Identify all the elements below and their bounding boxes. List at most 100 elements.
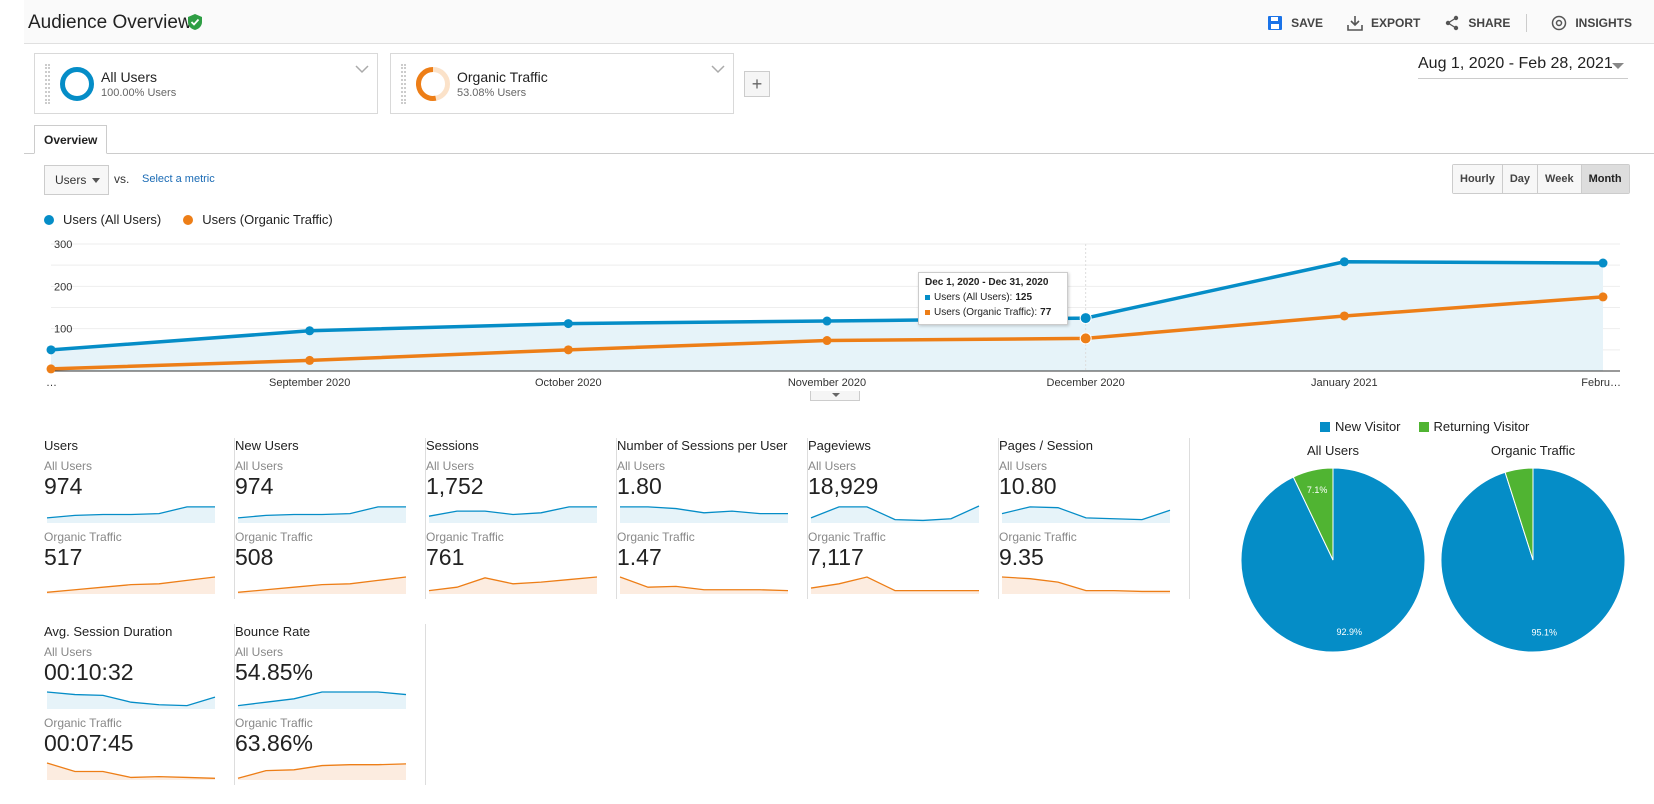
segment-all-users[interactable]: All Users 100.00% Users — [34, 53, 378, 114]
legend-label: Users (All Users) — [63, 212, 162, 227]
metric-card[interactable]: Pages / Session All Users 10.80 Organic Tra… — [999, 438, 1190, 599]
metric-segment-label: All Users — [999, 459, 1048, 473]
metric-value: 00:07:45 — [44, 730, 134, 756]
users-line-chart[interactable]: 100 200 300 … September 2020 October 2020 Nove… — [0, 230, 1654, 400]
chevron-down-icon[interactable] — [355, 64, 369, 74]
share-button[interactable]: SHARE — [1444, 15, 1510, 31]
metric-value: 10.80 — [999, 473, 1057, 499]
add-segment-button[interactable]: + — [744, 71, 770, 97]
insights-button[interactable]: INSIGHTS — [1551, 15, 1632, 31]
sparkline-area — [238, 577, 406, 594]
sparkline-line — [46, 691, 216, 707]
tab-bar — [24, 153, 1654, 154]
week-button[interactable]: Week — [1537, 165, 1581, 193]
metric-value: 63.86% — [235, 730, 314, 756]
segment-name: Organic Traffic — [457, 69, 548, 85]
metric-card[interactable]: Avg. Session Duration All Users 00:10:32 Or… — [44, 624, 235, 785]
save-button[interactable]: SAVE — [1267, 15, 1323, 31]
share-icon — [1446, 15, 1459, 31]
legend-label: Users (Organic Traffic) — [202, 212, 333, 227]
sparkline-organic-traffic — [619, 576, 789, 594]
pie-legend: New Visitor Returning Visitor — [1320, 419, 1547, 434]
metric-segment-label: Organic Traffic — [235, 716, 313, 730]
sparkline-area — [1002, 577, 1170, 594]
sparkline-line — [1001, 576, 1170, 593]
metric-title: Pageviews — [808, 438, 871, 453]
sparkline-line — [428, 506, 597, 517]
segment-share: 100.00% Users — [101, 87, 177, 99]
drag-handle-icon[interactable] — [45, 64, 50, 104]
metric-card[interactable]: New Users All Users 974 Organic Traffic 508 — [235, 438, 426, 599]
data-point — [1598, 292, 1608, 302]
metric-card[interactable]: Users All Users 974 Organic Traffic 517 — [44, 438, 235, 599]
metric-value: 1,752 — [426, 473, 484, 499]
pie-chart-all-users[interactable]: 92.9% 7.1% — [1233, 460, 1433, 660]
data-point — [305, 355, 315, 365]
legend-swatch — [1320, 421, 1330, 432]
metric-segment-label: All Users — [426, 459, 475, 473]
metric-card[interactable]: Pageviews All Users 18,929 Organic Traffic 7… — [808, 438, 999, 599]
sparkline-line — [619, 576, 789, 592]
metric-value: 508 — [235, 544, 274, 570]
metric-dropdown[interactable]: Users — [44, 165, 109, 195]
pie-title-organic-traffic: Organic Traffic — [1490, 443, 1576, 458]
sparkline-area — [238, 763, 406, 780]
drag-handle-icon[interactable] — [401, 64, 406, 104]
granularity-toggle: Hourly Day Week Month — [1452, 164, 1630, 194]
sparkline-line — [46, 576, 216, 593]
sparkline-all-users — [46, 691, 216, 709]
chevron-down-icon[interactable] — [1612, 63, 1624, 69]
metric-title: Number of Sessions per User — [617, 438, 788, 453]
segment-organic-traffic[interactable]: Organic Traffic 53.08% Users — [390, 53, 734, 114]
data-point — [563, 319, 573, 329]
pie-slice-label: 92.9% — [1337, 627, 1363, 637]
chart-expand-handle[interactable] — [810, 391, 860, 401]
sparkline-line — [237, 763, 407, 779]
metric-card[interactable]: Sessions All Users 1,752 Organic Traffic 761 — [426, 438, 617, 599]
metric-value: 517 — [44, 544, 83, 570]
tooltip-value: 77 — [1040, 307, 1052, 318]
sparkline-all-users — [428, 506, 597, 523]
day-button[interactable]: Day — [1501, 165, 1538, 193]
date-range-picker[interactable]: Aug 1, 2020 - Feb 28, 2021 — [1418, 55, 1613, 72]
x-tick-label: December 2020 — [1047, 377, 1125, 389]
chevron-down-icon[interactable] — [711, 64, 725, 74]
metric-segment-label: All Users — [44, 645, 93, 659]
pie-legend-item-new-visitor[interactable]: New Visitor — [1320, 419, 1401, 434]
sparkline-all-users — [237, 506, 406, 523]
metric-value: 1.80 — [617, 473, 662, 499]
select-metric-link[interactable]: Select a metric — [142, 173, 215, 185]
legend-item-organic-traffic[interactable]: Users (Organic Traffic) — [183, 212, 333, 227]
sparkline-line — [237, 691, 407, 707]
metric-segment-label: Organic Traffic — [808, 530, 886, 544]
legend-dot — [44, 214, 54, 225]
tooltip-row: Users (All Users): 125 — [925, 290, 1061, 305]
pie-legend-item-returning-visitor[interactable]: Returning Visitor — [1418, 419, 1529, 434]
segment-share: 53.08% Users — [457, 87, 527, 99]
verified-shield-icon — [188, 14, 202, 30]
sparkline-organic-traffic — [46, 576, 216, 594]
sparkline-area — [811, 577, 979, 594]
metric-segment-label: All Users — [235, 459, 284, 473]
export-button[interactable]: EXPORT — [1347, 15, 1420, 31]
chart-legend: Users (All Users) Users (Organic Traffic… — [44, 212, 355, 227]
metric-value: 18,929 — [808, 473, 879, 499]
divider — [1526, 14, 1528, 32]
tooltip-title: Dec 1, 2020 - Dec 31, 2020 — [925, 277, 1049, 288]
data-point — [1339, 311, 1349, 321]
pie-chart-organic-traffic[interactable]: 95.1% — [1433, 460, 1633, 660]
tab-overview[interactable]: Overview — [34, 125, 108, 154]
metric-card[interactable]: Bounce Rate All Users 54.85% Organic Traffi… — [235, 624, 426, 785]
metric-value: 7,117 — [808, 544, 864, 570]
hourly-button[interactable]: Hourly — [1453, 165, 1502, 193]
metric-card[interactable]: Number of Sessions per User All Users 1.80… — [617, 438, 808, 599]
sparkline-all-users — [237, 691, 407, 709]
sparkline-area — [620, 506, 788, 523]
metric-segment-label: Organic Traffic — [617, 530, 695, 544]
segment-name: All Users — [101, 69, 158, 85]
segment-ring-icon — [60, 67, 94, 101]
x-tick-label: November 2020 — [788, 377, 866, 389]
export-label: EXPORT — [1370, 16, 1421, 30]
legend-item-all-users[interactable]: Users (All Users) — [44, 212, 161, 227]
month-button[interactable]: Month — [1580, 165, 1629, 193]
